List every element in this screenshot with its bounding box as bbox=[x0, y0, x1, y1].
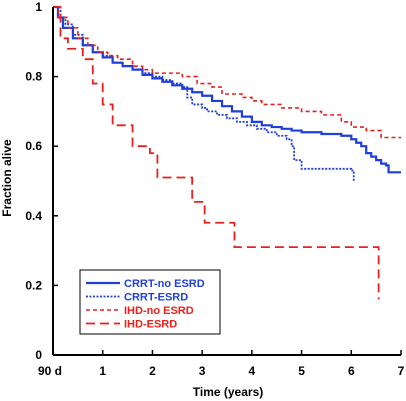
series-lines bbox=[53, 5, 401, 300]
x-tick-label: 90 d bbox=[38, 364, 62, 378]
x-tick-label: 2 bbox=[149, 364, 156, 378]
series-line-2 bbox=[53, 6, 355, 181]
axes bbox=[52, 7, 401, 356]
series-line-1 bbox=[53, 5, 401, 174]
y-tick-label: 0 bbox=[35, 348, 42, 362]
legend-label: CRRT-no ESRD bbox=[124, 278, 205, 290]
tick-labels: 90 d 1 2 3 4 5 6 7 0 0.2 0.4 0.6 0.8 1 bbox=[25, 0, 404, 378]
series-line-3 bbox=[53, 6, 401, 139]
legend-label: IHD-no ESRD bbox=[124, 305, 194, 317]
y-tick-label: 0.2 bbox=[25, 278, 42, 292]
series-line-4 bbox=[53, 6, 380, 300]
y-axis-label: Fraction alive bbox=[0, 139, 14, 217]
x-axis-label: Time (years) bbox=[193, 385, 263, 399]
y-tick-label: 1 bbox=[35, 0, 42, 14]
x-tick-label: 7 bbox=[398, 364, 405, 378]
legend-label: CRRT-ESRD bbox=[124, 292, 188, 304]
x-tick-label: 3 bbox=[199, 364, 206, 378]
legend-label: IHD-ESRD bbox=[124, 319, 177, 331]
y-tick-label: 0.6 bbox=[25, 139, 42, 153]
x-tick-label: 6 bbox=[348, 364, 355, 378]
y-tick-label: 0.4 bbox=[25, 209, 42, 223]
x-tick-label: 1 bbox=[99, 364, 106, 378]
y-tick-label: 0.8 bbox=[25, 70, 42, 84]
x-tick-label: 5 bbox=[298, 364, 305, 378]
x-tick-label: 4 bbox=[249, 364, 256, 378]
